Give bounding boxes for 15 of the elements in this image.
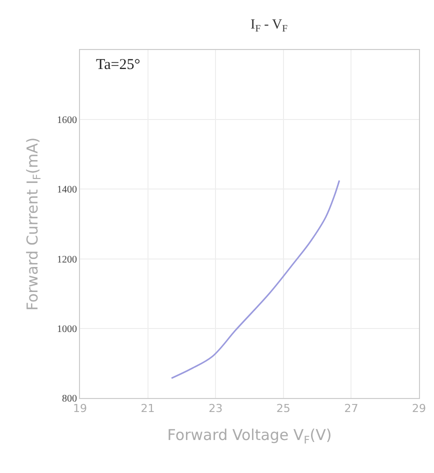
y-tick-label: 800	[62, 394, 77, 404]
y-tick-label: 1200	[57, 254, 77, 266]
x-axis-title: Forward Voltage V$_{F}$(V)	[167, 426, 332, 446]
y-tick-label: 1000	[57, 324, 77, 335]
x-tick-label: 27	[344, 402, 358, 416]
x-tick-label: 21	[140, 402, 155, 416]
x-tick-label: 19	[73, 402, 87, 416]
annotation: Ta=25°	[96, 57, 140, 73]
x-tick-label: 29	[412, 402, 426, 416]
chart-title: I$_{F}$ - V$_{F}$	[250, 18, 288, 35]
x-tick-label: 23	[208, 402, 223, 416]
line-series	[170, 180, 340, 379]
y-tick-label: 1600	[57, 115, 77, 126]
y-tick-label: 1400	[57, 184, 77, 196]
x-tick-label: 25	[276, 402, 290, 416]
